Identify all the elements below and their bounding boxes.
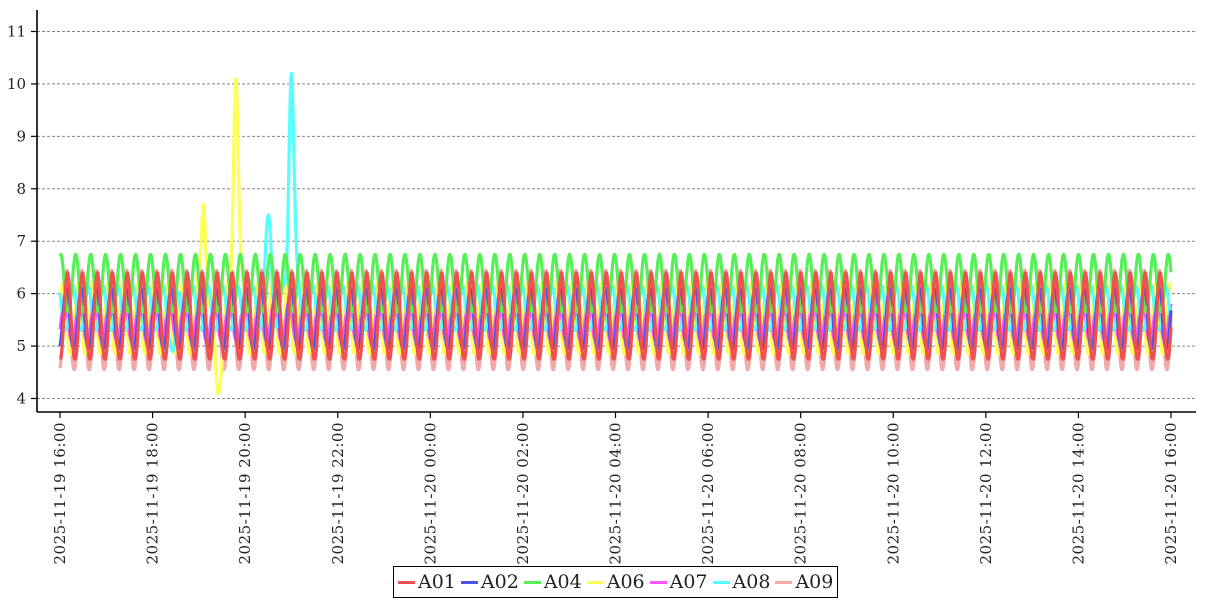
- y-tick-label: 9: [16, 127, 26, 145]
- series-line-a01: [58, 271, 1173, 361]
- legend-swatch: [649, 580, 667, 584]
- legend-label: A04: [543, 571, 582, 593]
- legend-item-a01: A01: [398, 571, 456, 593]
- axes: [36, 10, 1196, 413]
- x-tick-label: 2025-11-20 00:00: [421, 422, 439, 564]
- legend-swatch: [586, 580, 604, 584]
- legend-swatch: [775, 580, 793, 584]
- legend-item-a07: A07: [649, 571, 708, 593]
- legend: A01 A02 A04 A06 A07 A08 A09: [393, 566, 839, 598]
- legend-label: A07: [669, 571, 708, 593]
- x-tick-label: 2025-11-20 14:00: [1069, 422, 1087, 564]
- x-tick-label: 2025-11-19 22:00: [329, 422, 347, 564]
- y-tick-label: 8: [16, 180, 26, 198]
- x-ticks: 2025-11-19 16:00 2025-11-19 18:00 2025-11-…: [51, 412, 1180, 564]
- legend-label: A08: [732, 571, 771, 593]
- legend-item-a09: A09: [775, 571, 833, 593]
- y-tick-label: 4: [16, 390, 26, 408]
- legend-label: A09: [795, 571, 834, 593]
- y-tick-label: 5: [16, 337, 26, 355]
- y-tick-label: 11: [7, 23, 26, 41]
- legend-item-a06: A06: [586, 571, 645, 593]
- x-tick-label: 2025-11-20 04:00: [607, 422, 625, 564]
- x-tick-label: 2025-11-19 18:00: [144, 422, 162, 564]
- legend-swatch: [398, 580, 415, 584]
- legend-swatch: [712, 580, 730, 584]
- x-tick-label: 2025-11-20 16:00: [1162, 422, 1180, 564]
- x-tick-label: 2025-11-20 02:00: [514, 422, 532, 564]
- legend-item-a04: A04: [523, 571, 582, 593]
- x-tick-label: 2025-11-20 12:00: [977, 422, 995, 564]
- y-ticks: 4 5 6 7 8 9 10 11: [7, 23, 37, 408]
- y-tick-label: 7: [16, 232, 26, 250]
- legend-swatch: [460, 580, 478, 584]
- x-tick-label: 2025-11-20 06:00: [699, 422, 717, 564]
- legend-item-a08: A08: [712, 571, 771, 593]
- series-lines: [58, 71, 1173, 395]
- y-tick-label: 6: [16, 285, 26, 303]
- legend-label: A02: [480, 571, 519, 593]
- legend-label: A01: [418, 571, 456, 593]
- legend-swatch: [523, 580, 541, 584]
- y-tick-label: 10: [7, 75, 26, 93]
- x-tick-label: 2025-11-19 16:00: [51, 422, 69, 564]
- x-tick-label: 2025-11-20 10:00: [884, 422, 902, 564]
- x-tick-label: 2025-11-19 20:00: [236, 422, 254, 564]
- x-tick-label: 2025-11-20 08:00: [792, 422, 810, 564]
- legend-item-a02: A02: [460, 571, 519, 593]
- legend-label: A06: [606, 571, 645, 593]
